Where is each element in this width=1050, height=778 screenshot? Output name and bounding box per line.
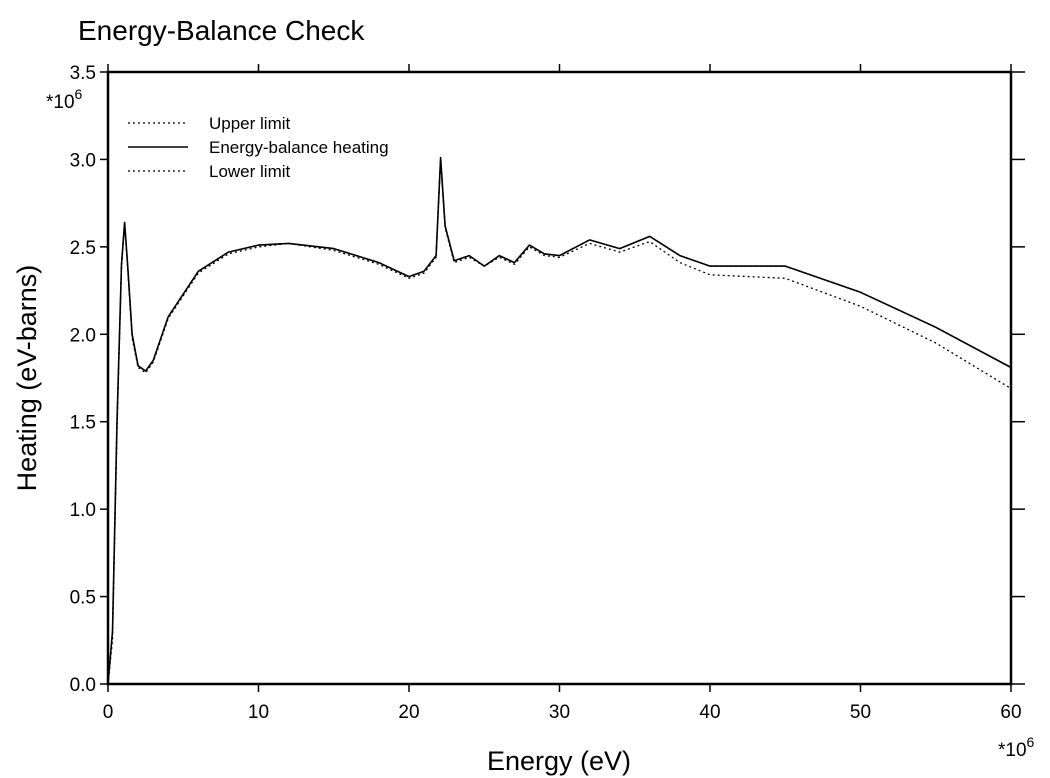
tick-marks [100,64,1025,692]
series-line-lower-limit [107,158,1012,685]
chart-title: Energy-Balance Check [78,15,365,46]
y-multiplier: *106 [46,86,83,113]
x-tick-label: 10 [248,702,269,723]
x-tick-label: 0 [103,702,114,723]
y-tick-label: 0.5 [70,588,96,609]
x-multiplier: *106 [998,734,1035,761]
series-group [107,156,1012,685]
legend: Upper limit Energy-balance heating Lower… [128,114,389,181]
y-tick-label: 3.0 [70,150,96,171]
y-tick-label: 2.5 [70,238,96,259]
series-line-energy-balance-heating [107,156,1012,685]
y-tick-label: 0.0 [70,675,96,696]
y-axis-label: Heating (eV-barns) [12,265,42,492]
y-tick-labels: 0.0 0.5 1.0 1.5 2.0 2.5 3.0 3.5 [70,63,96,696]
y-tick-label: 2.0 [70,325,96,346]
x-tick-label: 30 [549,702,570,723]
y-tick-label: 1.5 [70,413,96,434]
x-axis-label: Energy (eV) [487,746,631,776]
series-line-upper-limit [107,157,1012,685]
x-tick-label: 20 [398,702,419,723]
x-tick-label: 40 [699,702,720,723]
x-tick-label: 50 [850,702,871,723]
legend-label-upper: Upper limit [209,114,291,133]
legend-label-heating: Energy-balance heating [209,138,389,157]
x-tick-label: 60 [1000,702,1021,723]
x-tick-labels: 0 10 20 30 40 50 60 [103,702,1022,723]
y-tick-label: 3.5 [70,63,96,84]
y-tick-label: 1.0 [70,500,96,521]
legend-label-lower: Lower limit [209,162,291,181]
